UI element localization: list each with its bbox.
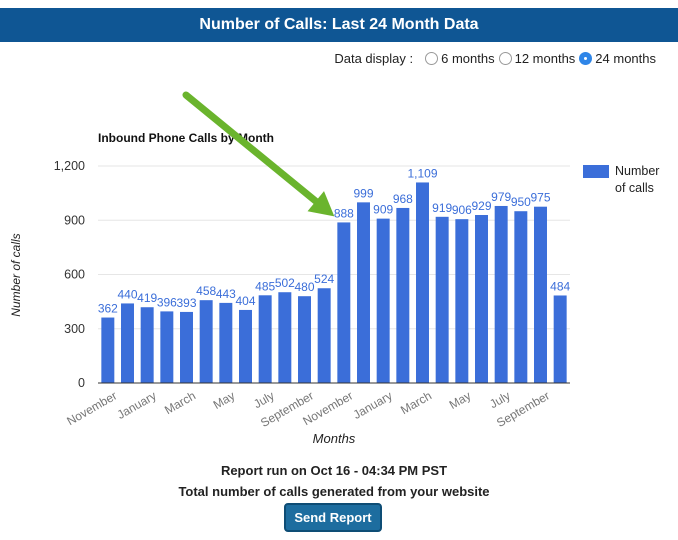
bar-value-label: 999 (353, 186, 373, 200)
bar-value-label: 443 (216, 287, 236, 301)
bar (199, 300, 213, 383)
bar (298, 296, 311, 383)
page-title: Number of Calls: Last 24 Month Data (199, 16, 479, 33)
x-tick-label: March (162, 388, 198, 417)
bar-value-label: 975 (530, 191, 550, 205)
bar (376, 218, 390, 383)
radio-label: 6 months (441, 50, 495, 66)
bar (140, 307, 154, 383)
bar (455, 219, 469, 383)
bar-value-label: 909 (373, 203, 393, 217)
bar (121, 303, 134, 383)
bar (553, 295, 567, 383)
bar (475, 215, 488, 383)
page-header: Number of Calls: Last 24 Month Data (0, 8, 678, 42)
y-axis-title: Number of calls (9, 233, 23, 316)
radio-icon[interactable] (425, 51, 439, 65)
bar-value-label: 419 (137, 291, 157, 305)
bar (534, 206, 547, 383)
bar-value-label: 484 (550, 279, 570, 293)
bar (160, 311, 174, 383)
x-tick-label: May (447, 388, 474, 411)
radio-label: 12 months (514, 50, 576, 66)
send-report-button[interactable]: Send Report (284, 503, 382, 532)
bar (317, 288, 331, 383)
x-tick-label: July (251, 388, 276, 411)
chart-legend: Number of calls (583, 164, 663, 195)
bar-value-label: 440 (117, 287, 137, 301)
y-tick-label: 0 (78, 376, 85, 390)
bar (357, 202, 370, 383)
bar-value-label: 968 (393, 192, 413, 206)
y-tick-label: 300 (64, 322, 85, 336)
bar-value-label: 502 (275, 276, 295, 290)
bars (101, 182, 567, 383)
bar (180, 311, 193, 383)
legend-label: Number of calls (615, 164, 663, 195)
bar (416, 182, 429, 383)
bar-value-label: 1,109 (407, 166, 437, 180)
x-tick-label: July (487, 388, 512, 411)
bar (337, 222, 351, 383)
bar-value-label: 458 (196, 284, 216, 298)
legend-swatch (583, 165, 609, 178)
x-tick-label: November (64, 388, 119, 428)
bar-value-label: 396 (157, 295, 177, 309)
gridlines (98, 165, 570, 330)
radio-option-24-months[interactable]: 24 months (579, 51, 656, 66)
bar (278, 292, 292, 383)
radio-option-6-months[interactable]: 6 months (425, 50, 495, 66)
bar-value-label: 485 (255, 279, 275, 293)
annotation-arrow (182, 91, 335, 217)
x-tick-label: March (398, 388, 434, 417)
x-tick-label: May (211, 388, 238, 411)
bar (494, 205, 508, 383)
bar (514, 211, 528, 383)
x-tick-label: January (351, 388, 395, 421)
bar (239, 309, 252, 383)
radio-selected-icon[interactable] (579, 51, 593, 65)
bar-value-label: 524 (314, 272, 334, 286)
arrow-shaft (182, 91, 320, 205)
y-tick-label: 600 (64, 268, 85, 282)
bar (396, 207, 410, 383)
data-display-selector: Data display : 6 months 12 months 24 mon… (334, 48, 656, 68)
bar-value-label: 888 (334, 206, 354, 220)
bar-value-label: 906 (452, 203, 472, 217)
radio-option-12-months[interactable]: 12 months (498, 50, 576, 66)
data-display-label: Data display : (334, 50, 414, 66)
bar-value-label: 929 (471, 199, 491, 213)
bar-value-label: 950 (511, 195, 531, 209)
y-tick-label: 1,200 (54, 159, 85, 173)
radio-icon[interactable] (498, 51, 512, 65)
bar-value-label: 362 (98, 302, 118, 316)
bar (435, 216, 449, 383)
x-tick-label: January (115, 388, 159, 421)
bar (101, 317, 115, 383)
bar (219, 302, 233, 383)
bar-value-label: 480 (294, 280, 314, 294)
y-tick-label: 900 (64, 213, 85, 227)
bar-value-label: 404 (235, 294, 255, 308)
bar-value-label: 979 (491, 190, 511, 204)
x-axis-title: Months (313, 431, 356, 446)
total-calls-text: Total number of calls generated from you… (178, 484, 490, 499)
arrow-head (307, 191, 335, 217)
bar-value-label: 919 (432, 201, 452, 215)
radio-label: 24 months (595, 50, 656, 66)
bar-value-label: 393 (176, 296, 196, 310)
bar (258, 295, 272, 383)
report-run-text: Report run on Oct 16 - 04:34 PM PST (220, 463, 448, 478)
